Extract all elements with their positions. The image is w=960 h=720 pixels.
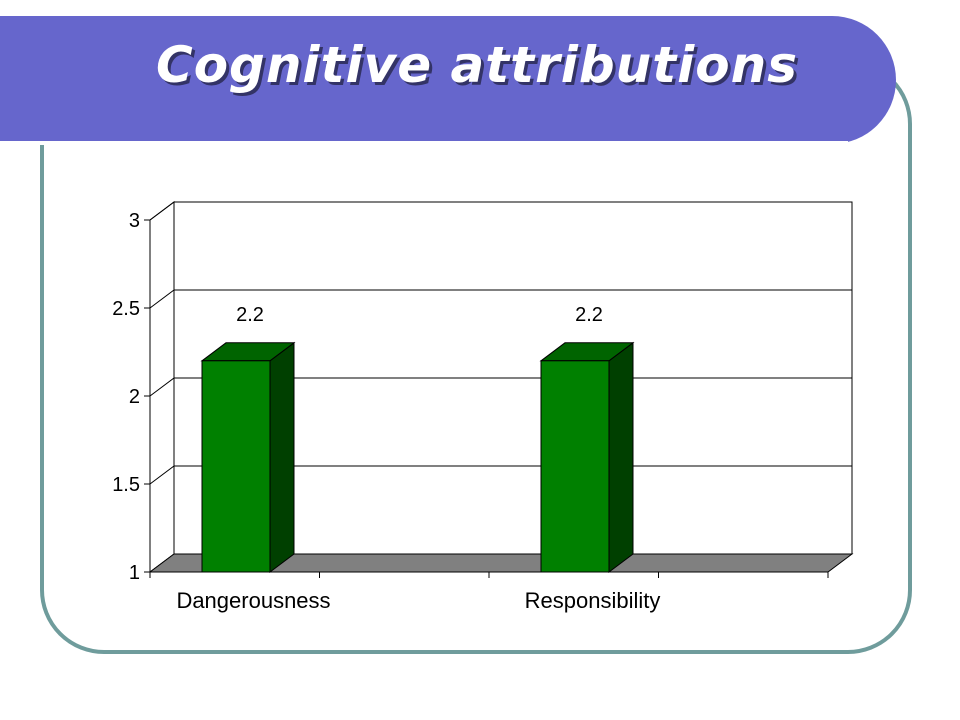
y-tick-label: 2 bbox=[129, 386, 140, 408]
y-tick-label: 2.5 bbox=[112, 298, 140, 320]
y-tick-label: 1.5 bbox=[112, 474, 140, 496]
bar-side bbox=[608, 341, 634, 573]
bar bbox=[540, 360, 610, 573]
slide-title: Cognitive attributions bbox=[156, 36, 798, 94]
chart-labels: 2.2 2.2 1 1.5 2 2.5 3 Dangerousness Responsibili… bbox=[112, 210, 660, 613]
chart-axes bbox=[144, 219, 829, 578]
gridline bbox=[149, 201, 852, 221]
data-label: 2.2 bbox=[575, 304, 603, 326]
bar-side bbox=[269, 341, 295, 573]
y-tick-label: 1 bbox=[129, 562, 140, 584]
bar bbox=[201, 360, 271, 573]
title-banner bbox=[0, 16, 896, 145]
x-category-label: Dangerousness bbox=[176, 588, 330, 613]
data-label: 2.2 bbox=[236, 304, 264, 326]
title-underline bbox=[0, 141, 848, 145]
gridline bbox=[149, 289, 852, 309]
x-category-label: Responsibility bbox=[525, 588, 661, 613]
y-tick-label: 3 bbox=[129, 210, 140, 232]
